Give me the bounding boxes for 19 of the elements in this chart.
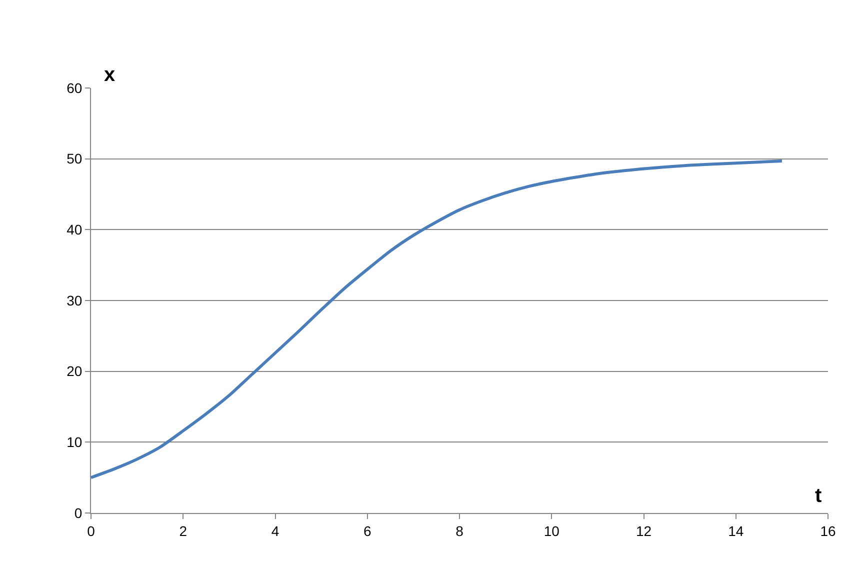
y-tick-label: 40 <box>66 222 82 238</box>
y-axis-title: x <box>104 64 116 86</box>
y-tick-label: 10 <box>66 434 82 450</box>
y-tick-label: 60 <box>66 80 82 96</box>
y-tick-label: 50 <box>66 150 82 167</box>
y-tick-label: 30 <box>66 292 82 308</box>
y-tick-label: 0 <box>74 504 82 521</box>
x-tick-label: 2 <box>179 522 188 539</box>
x-axis-title: t <box>815 485 822 507</box>
x-tick-label: 6 <box>363 522 372 539</box>
x-tick-label: 4 <box>271 522 280 539</box>
y-tick-label: 20 <box>66 363 82 380</box>
line-series <box>91 159 784 480</box>
x-tick-label: 10 <box>544 522 560 539</box>
x-tick-label: 12 <box>636 522 652 539</box>
x-tick-label: 8 <box>456 522 464 539</box>
x-tick-label: 14 <box>728 522 744 539</box>
x-tick-label: 0 <box>87 522 96 539</box>
x-tick-label: 16 <box>820 522 836 539</box>
